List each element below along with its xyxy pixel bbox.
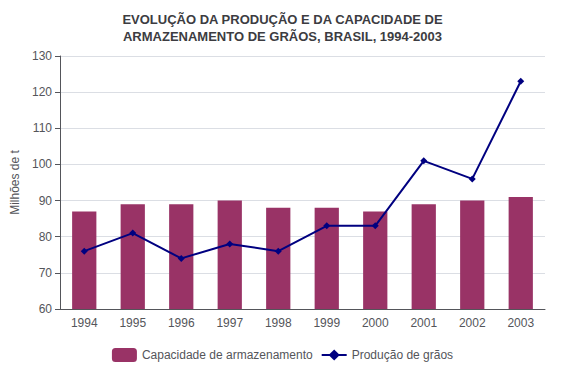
svg-text:EVOLUÇÃO DA PRODUÇÃO E DA CAPA: EVOLUÇÃO DA PRODUÇÃO E DA CAPACIDADE DE — [122, 12, 443, 27]
svg-text:120: 120 — [32, 85, 52, 99]
svg-text:Produção de grãos: Produção de grãos — [352, 348, 453, 362]
svg-text:1996: 1996 — [168, 316, 195, 330]
svg-text:60: 60 — [39, 302, 53, 316]
svg-text:2000: 2000 — [362, 316, 389, 330]
svg-text:Capacidade de armazenamento: Capacidade de armazenamento — [142, 348, 313, 362]
svg-text:1995: 1995 — [119, 316, 146, 330]
svg-text:2001: 2001 — [410, 316, 437, 330]
svg-text:1998: 1998 — [265, 316, 292, 330]
svg-text:1997: 1997 — [216, 316, 243, 330]
svg-text:1999: 1999 — [313, 316, 340, 330]
svg-text:130: 130 — [32, 49, 52, 63]
svg-text:80: 80 — [39, 230, 53, 244]
svg-text:70: 70 — [39, 266, 53, 280]
svg-text:90: 90 — [39, 194, 53, 208]
svg-text:110: 110 — [33, 121, 52, 135]
svg-text:Milhões de t: Milhões de t — [8, 149, 22, 214]
svg-text:100: 100 — [32, 157, 52, 171]
svg-text:2002: 2002 — [459, 316, 486, 330]
svg-text:ARMAZENAMENTO DE GRÃOS, BRASIL: ARMAZENAMENTO DE GRÃOS, BRASIL, 1994-200… — [123, 29, 442, 44]
svg-text:1994: 1994 — [71, 316, 98, 330]
svg-text:2003: 2003 — [507, 316, 534, 330]
